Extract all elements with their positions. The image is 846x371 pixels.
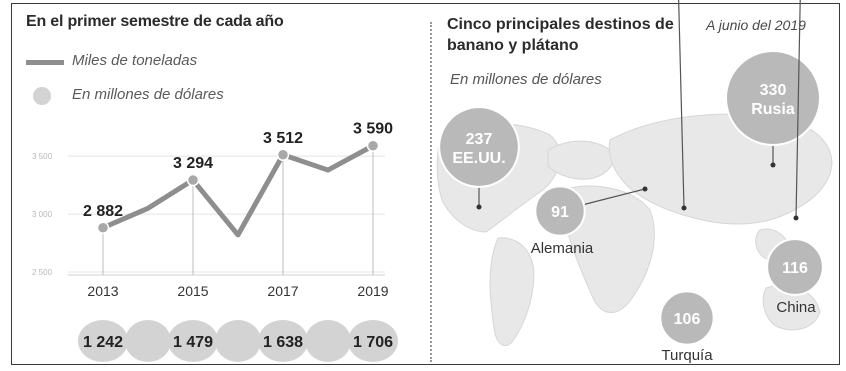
value-bubble-label: 1 706 [353,334,393,351]
destination-bubble [725,50,821,146]
destination-name: Turquía [661,347,713,364]
data-point [366,139,380,152]
destination-name: China [776,299,816,316]
destination-name: Rusia [751,101,795,118]
y-tick-label: 2 500 [32,268,53,277]
leader-line [678,0,685,209]
legend-line-label: Miles de toneladas [72,52,198,69]
value-bubble [258,320,308,362]
destination-bubble [438,106,520,188]
destination-value: 91 [551,204,569,221]
destination-name: EE.UU. [452,150,505,167]
destination-bubble [659,290,715,346]
value-bubble-row: 1 242 1 479 1 638 1 706 [78,320,398,362]
leader-line [583,188,646,206]
right-panel-title: Cinco principales destinos de banano y p… [447,16,674,54]
x-tick-label: 2013 [87,283,118,299]
panel-divider [430,22,432,362]
location-dot [681,205,687,211]
filler-bubble [215,320,261,362]
destination-bubble [766,238,824,296]
legend-line-swatch [26,60,64,65]
data-label: 3 294 [173,155,213,172]
legend-dot-label: En millones de dólares [72,86,224,103]
y-tick-label: 3 500 [32,152,53,161]
series-line-toneladas [100,143,376,238]
destination-bubbles: 237 EE.UU. 91 Alemania 106 Turquía 330 Rusia 116… [438,0,824,364]
value-bubble [168,320,218,362]
x-tick-label: 2015 [177,283,208,299]
data-label: 3 512 [263,130,303,147]
location-dot [476,204,482,210]
filler-bubble [125,320,171,362]
location-dot [793,215,799,221]
data-point [276,148,290,162]
destination-value: 237 [466,131,493,148]
destination-value: 330 [760,82,787,99]
value-bubble-label: 1 638 [263,334,303,351]
destination-value: 116 [782,260,808,277]
value-bubble [78,320,128,362]
data-point [186,173,200,187]
destination-name: Alemania [531,240,594,257]
x-tick-label: 2017 [267,283,298,299]
right-panel-date: A junio del 2019 [706,17,806,33]
value-bubble-label: 1 479 [173,334,213,351]
volume-line-chart: 2 500 3 000 3 500 2013 2015 2017 2019 2 882 3 29… [32,121,393,299]
data-label: 2 882 [83,203,123,220]
destination-value: 106 [674,311,701,328]
data-label: 3 590 [353,121,393,138]
location-dot [642,186,648,192]
x-tick-label: 2019 [357,283,388,299]
right-panel-unit: En millones de dólares [450,71,602,88]
left-panel-title: En el primer semestre de cada año [26,13,284,30]
data-point [96,221,110,235]
destination-bubble [534,185,586,237]
value-bubble [348,320,398,362]
value-bubble-label: 1 242 [83,334,123,351]
location-dot [770,162,776,168]
filler-bubble [305,320,351,362]
y-tick-label: 3 000 [32,210,53,219]
legend-dot-swatch [33,87,51,105]
